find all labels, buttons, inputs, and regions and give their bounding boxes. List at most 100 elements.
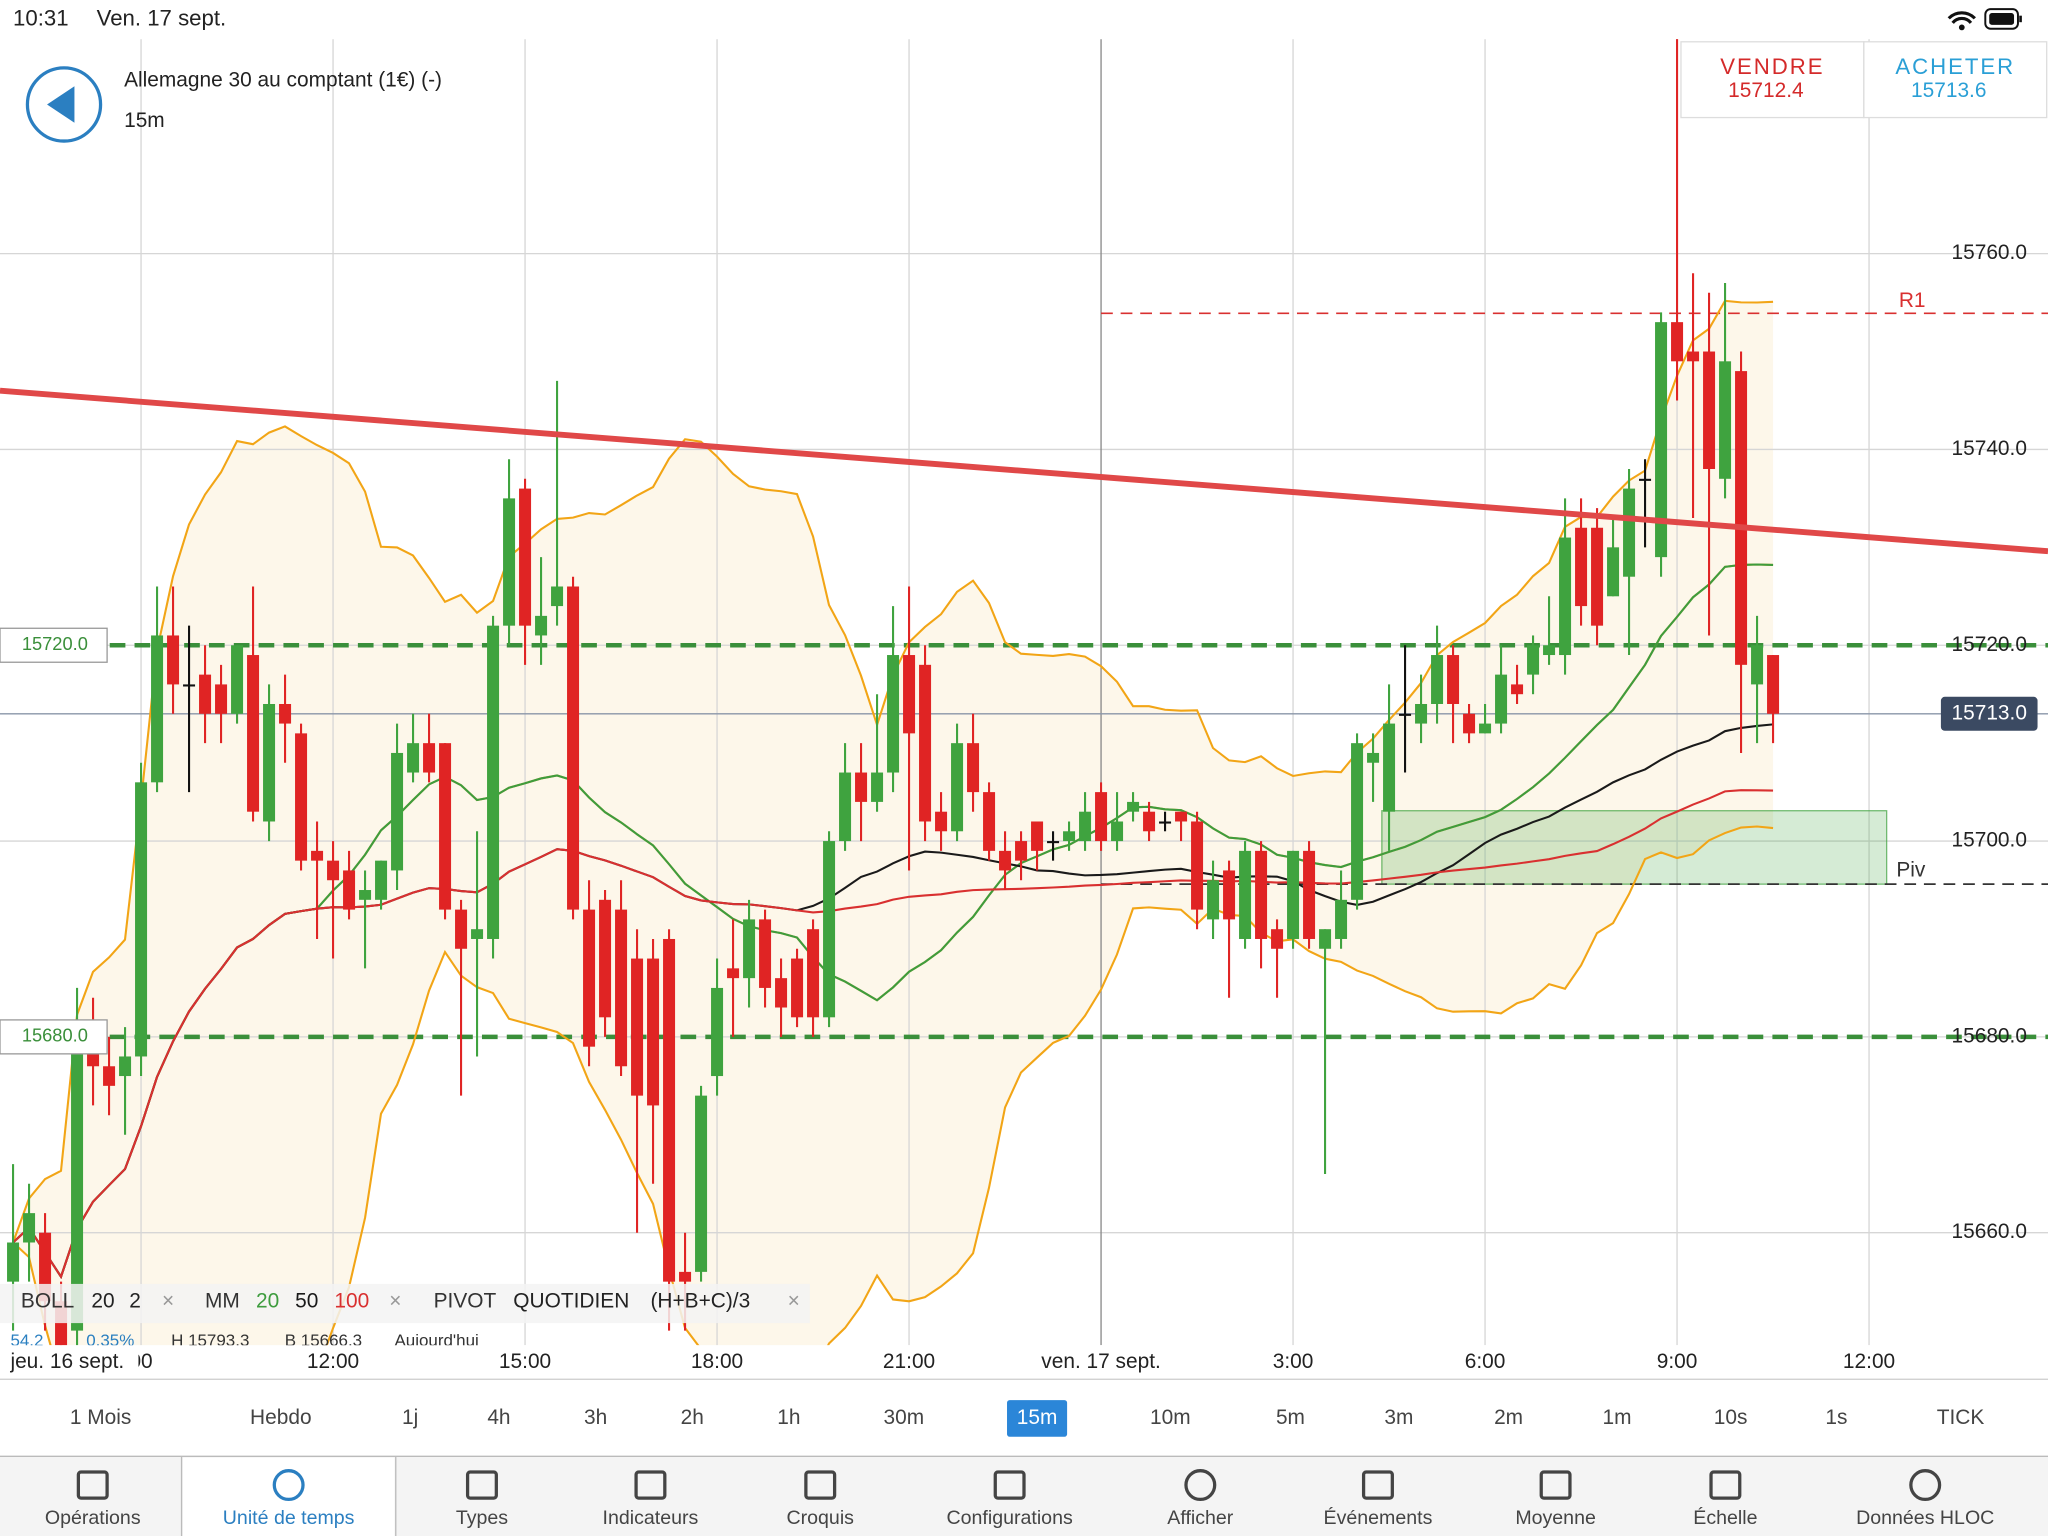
candle-body — [503, 498, 516, 626]
candle-body — [1591, 527, 1604, 626]
candle-body — [967, 743, 980, 793]
timeframe-button[interactable]: 1s — [1825, 1406, 1847, 1429]
day-label: jeu. 16 sept. — [9, 1350, 124, 1373]
day-label-bg — [0, 1345, 139, 1377]
toolbar-button[interactable]: Moyenne — [1515, 1507, 1596, 1529]
back-button[interactable] — [25, 66, 103, 143]
candle-body — [1223, 870, 1236, 920]
info-item: H 15793.3 — [171, 1331, 249, 1350]
timeframe-button[interactable]: Hebdo — [250, 1406, 312, 1429]
candle-body — [247, 655, 260, 812]
candle-body — [407, 743, 420, 773]
candle-body — [1495, 674, 1508, 724]
icon-shape — [1361, 1470, 1394, 1500]
toolbar-button[interactable]: Types — [456, 1507, 508, 1529]
y-tick-label: 15760.0 — [1951, 241, 2026, 264]
buy-label: ACHETER — [1895, 54, 2015, 79]
candle-body — [919, 664, 932, 822]
candle-body — [935, 811, 948, 832]
timeframe-button[interactable]: 1j — [402, 1406, 418, 1429]
toolbar-icon — [634, 1470, 667, 1500]
toolbar-button[interactable]: Croquis — [787, 1507, 855, 1529]
toolbar-button[interactable]: Données HLOC — [1856, 1507, 1994, 1529]
candle-body — [1687, 351, 1700, 362]
candle-body — [215, 684, 228, 714]
candle-body — [7, 1242, 20, 1282]
candle-body — [151, 635, 164, 783]
icon-shape — [272, 1469, 305, 1502]
candle-body — [1207, 880, 1220, 920]
info-row: 54.2 0.35% H 15793.3 B 15666.3 Aujourd'hui — [10, 1331, 478, 1350]
candle-body — [1623, 488, 1636, 577]
legend-close[interactable]: × — [162, 1290, 174, 1313]
timeframe-button[interactable]: 1h — [777, 1406, 800, 1429]
toolbar-button[interactable]: Afficher — [1167, 1507, 1233, 1529]
timeframe-button[interactable]: 30m — [884, 1406, 925, 1429]
toolbar-button[interactable]: Opérations — [45, 1507, 141, 1529]
candle-body — [1735, 371, 1748, 665]
candle-body — [1351, 743, 1364, 900]
candle-body — [327, 860, 340, 881]
candle-body — [519, 488, 532, 626]
legend-close[interactable]: × — [389, 1290, 401, 1313]
timeframe-button[interactable]: 10m — [1150, 1406, 1191, 1429]
candle-body — [103, 1066, 116, 1086]
buy-button[interactable]: ACHETER 15713.6 — [1863, 41, 2048, 119]
timeframe-button[interactable]: 4h — [487, 1406, 510, 1429]
candle-body — [1703, 351, 1716, 470]
candle-body — [1383, 723, 1396, 812]
candle-body — [1191, 821, 1204, 910]
timeframe-button[interactable]: 1m — [1602, 1406, 1631, 1429]
candle-body — [1063, 831, 1076, 842]
candle-body — [1751, 645, 1764, 685]
legend-item: (H+B+C)/3 — [650, 1290, 750, 1313]
timeframe-button[interactable]: 3m — [1384, 1406, 1413, 1429]
timeframe-button[interactable]: TICK — [1937, 1406, 1985, 1429]
toolbar-button[interactable]: Configurations — [947, 1507, 1073, 1529]
candle-body — [1287, 850, 1300, 939]
toolbar-button[interactable]: Échelle — [1693, 1506, 1757, 1529]
toolbar-button[interactable]: Indicateurs — [603, 1507, 699, 1529]
toolbar-button[interactable]: Unité de temps — [223, 1507, 355, 1529]
legend-item: 20 — [256, 1290, 279, 1313]
candle-body — [1127, 801, 1140, 812]
candle-body — [807, 929, 820, 1018]
moving-average — [12, 789, 1774, 1280]
candle-body — [1111, 821, 1124, 842]
legend-item: MM — [205, 1290, 240, 1313]
timeframe-button[interactable]: 1 Mois — [70, 1406, 131, 1429]
candle-body — [615, 909, 628, 1067]
candle-body — [1271, 929, 1284, 949]
candle-body — [679, 1271, 692, 1282]
candle-body — [711, 987, 724, 1077]
info-item: 54.2 — [10, 1331, 43, 1350]
y-tick-label: 15720.0 — [1951, 633, 2026, 656]
toolbar-button[interactable]: Événements — [1324, 1506, 1433, 1529]
candle-body — [1239, 850, 1252, 939]
candle-body — [647, 958, 660, 1106]
overlay: 15760.0 15740.0 15720.0 15700.0 15680.0 15660… — [0, 241, 2048, 1378]
x-tick-label: 12:00 — [307, 1350, 359, 1373]
candle-body — [423, 743, 436, 773]
timeframe-button[interactable]: 2h — [681, 1406, 704, 1429]
sell-button[interactable]: VENDRE 15712.4 — [1680, 41, 1865, 119]
toolbar-icon — [804, 1470, 837, 1500]
timeframe-button[interactable]: 5m — [1276, 1406, 1305, 1429]
candle-body — [599, 899, 612, 1018]
candle-body — [839, 772, 852, 842]
icon-shape — [1709, 1470, 1742, 1500]
candle-body — [439, 743, 452, 910]
candle-body — [1143, 811, 1156, 832]
timeframe-button[interactable]: 10s — [1714, 1406, 1748, 1429]
candle-body — [1511, 684, 1524, 695]
candle-body — [1015, 841, 1028, 861]
legend-bg — [0, 1283, 810, 1324]
candle-body — [471, 929, 484, 939]
timeframe-button[interactable]: 2m — [1494, 1406, 1523, 1429]
timeframe-button[interactable]: 15m — [1017, 1406, 1058, 1429]
candle-body — [871, 772, 884, 802]
timeframe-button[interactable]: 3h — [584, 1406, 607, 1429]
candle-body — [951, 743, 964, 832]
legend-close[interactable]: × — [788, 1290, 800, 1313]
candle-body — [391, 752, 404, 871]
